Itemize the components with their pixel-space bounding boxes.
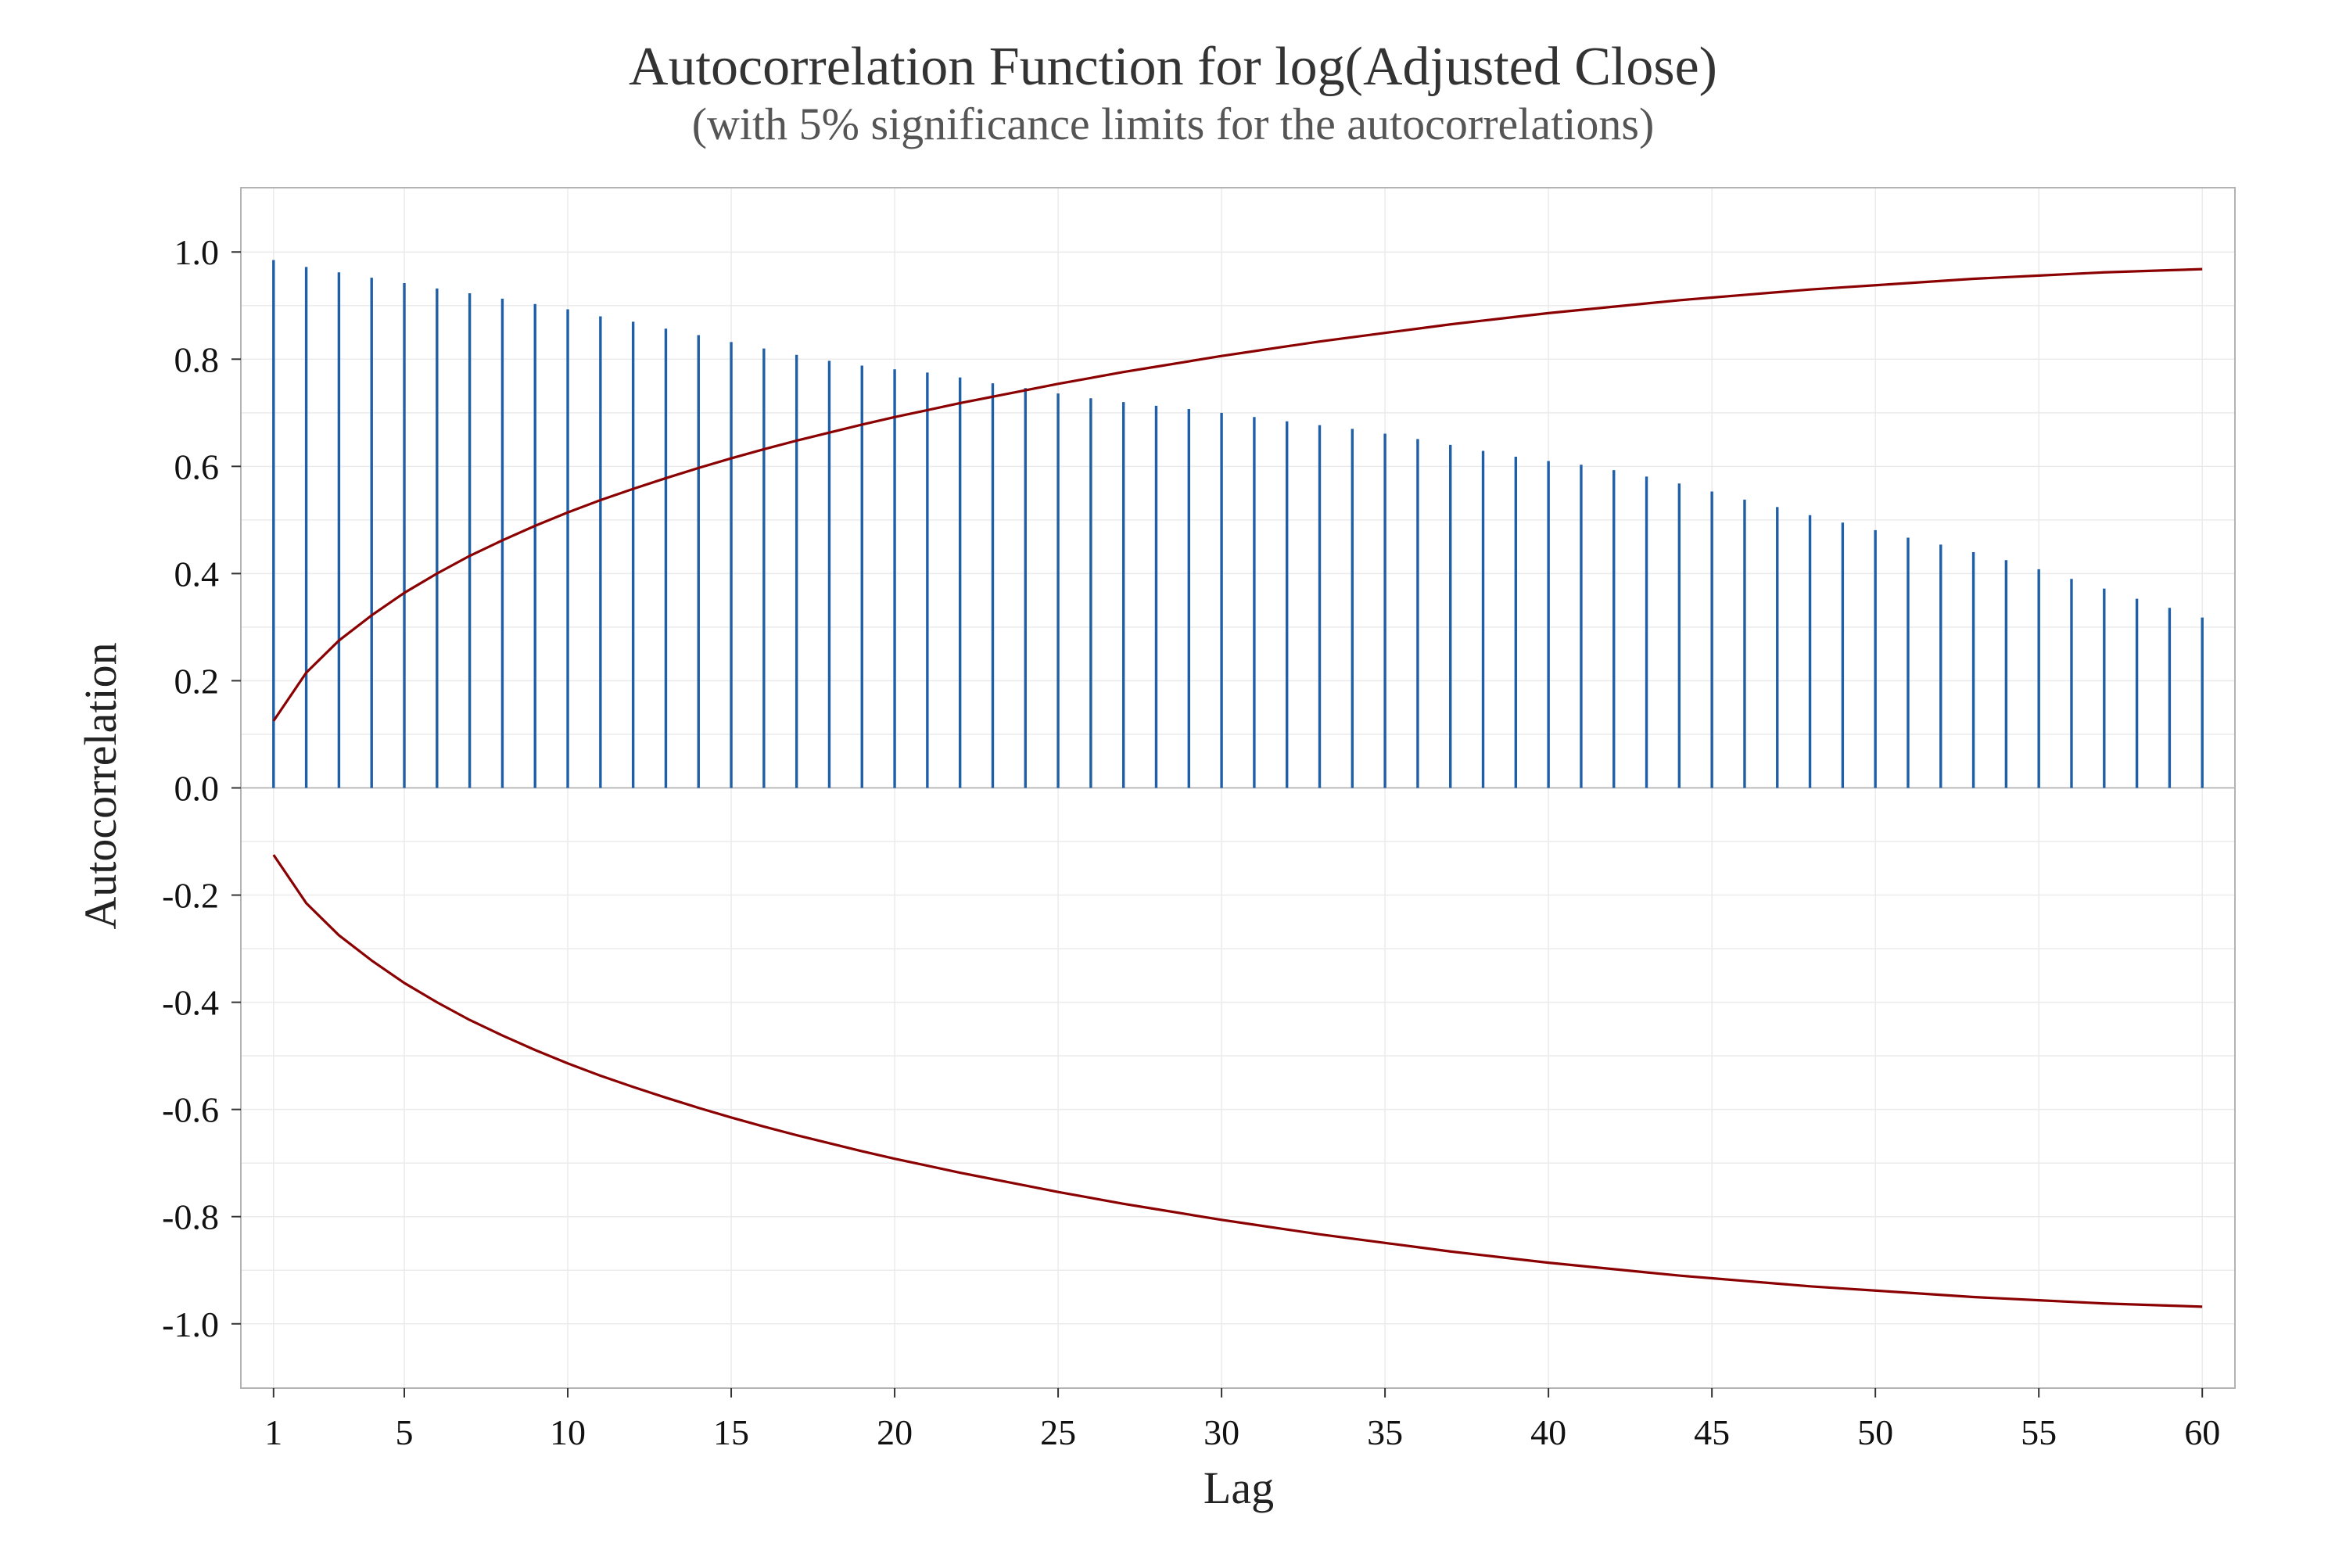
- y-tick-label: 0.6: [174, 447, 220, 486]
- y-tick-label: -0.2: [162, 876, 219, 916]
- chart-subtitle: (with 5% significance limits for the aut…: [692, 99, 1655, 149]
- acf-bars: [272, 260, 2204, 788]
- x-tick-label: 1: [264, 1412, 282, 1452]
- y-axis: -1.0 -0.8 -0.6 -0.4 -0.2 0.0 0.2 0.4 0.6 0.8 1.0: [162, 232, 241, 1344]
- x-tick-label: 45: [1694, 1412, 1730, 1452]
- x-tick-label: 55: [2021, 1412, 2057, 1452]
- x-tick-label: 20: [877, 1412, 913, 1452]
- x-tick-label: 25: [1040, 1412, 1076, 1452]
- x-tick-label: 50: [1857, 1412, 1893, 1452]
- y-tick-label: 1.0: [174, 232, 220, 272]
- x-axis-title: Lag: [1203, 1462, 1274, 1513]
- x-tick-label: 40: [1530, 1412, 1566, 1452]
- x-tick-label: 30: [1203, 1412, 1239, 1452]
- x-tick-label: 10: [550, 1412, 586, 1452]
- x-tick-label: 60: [2184, 1412, 2220, 1452]
- lower-significance-line: [272, 854, 2203, 1308]
- y-tick-label: 0.4: [174, 554, 220, 594]
- y-tick-label: -1.0: [162, 1304, 219, 1344]
- significance-limits: [272, 267, 2203, 1308]
- y-tick-label: 0.0: [174, 769, 220, 809]
- x-tick-label: 35: [1367, 1412, 1403, 1452]
- y-tick-label: 0.2: [174, 661, 220, 701]
- y-tick-label: -0.4: [162, 983, 219, 1023]
- x-tick-label: 15: [713, 1412, 749, 1452]
- upper-significance-line: [272, 267, 2203, 722]
- y-tick-label: -0.6: [162, 1090, 219, 1130]
- y-axis-title: Autocorrelation: [75, 642, 126, 929]
- y-tick-label: 0.8: [174, 339, 220, 379]
- x-axis: 1 5 10 15 20 25 30 35 40 45 50 55 60: [264, 1388, 2220, 1452]
- chart-title: Autocorrelation Function for log(Adjuste…: [629, 37, 1717, 97]
- x-tick-label: 5: [396, 1412, 414, 1452]
- y-tick-label: -0.8: [162, 1197, 219, 1237]
